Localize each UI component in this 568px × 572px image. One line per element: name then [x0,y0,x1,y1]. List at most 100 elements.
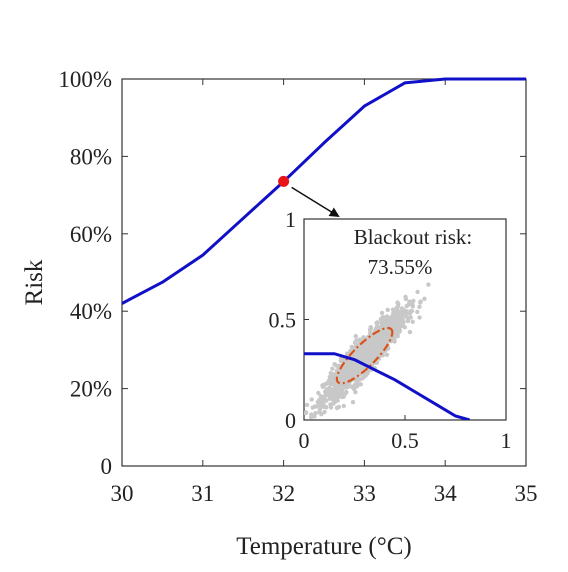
confidence-ellipse [335,326,394,385]
scatter-point [326,393,331,398]
scatter-point [411,298,416,304]
callout-arrow [291,186,340,218]
scatter-point [395,334,400,339]
scatter-point [407,329,413,335]
y-axis-label: Risk [21,259,48,305]
scatter-point [312,414,317,419]
scatter-point [402,325,407,330]
scatter-point [304,411,307,416]
scatter-point [368,325,373,330]
scatter-point [408,309,413,314]
scatter-point [397,316,403,321]
scatter-point [375,332,380,338]
scatter-point [340,385,346,391]
scatter-point [363,371,369,376]
scatter-point [405,318,411,324]
scatter-point [310,405,315,410]
scatter-point [361,335,366,340]
scatter-point [383,332,388,337]
scatter-point [342,375,347,380]
y-tick-label: 20% [70,377,112,402]
scatter-point [362,347,367,353]
scatter-point [355,379,360,384]
scatter-point [309,397,314,402]
scatter-point [361,354,366,359]
scatter-point [395,300,400,305]
scatter-point [321,383,327,388]
scatter-point [328,370,333,376]
scatter-point [379,340,384,346]
scatter-point [367,348,372,354]
y-tick-label: 40% [70,299,112,324]
scatter-point [378,334,383,340]
inset-content [304,282,471,420]
scatter-point [339,377,344,383]
scatter-point [304,402,310,408]
blackout-risk-label: Blackout risk: [354,225,472,249]
scatter-point [400,309,406,315]
scatter-point [309,412,314,417]
inset-x-tick-label: 1 [501,428,512,453]
scatter-point [329,387,334,392]
scatter-point [369,341,375,346]
scatter-point [368,356,374,362]
scatter-point [344,367,349,373]
scatter-point [396,328,401,334]
scatter-point [386,322,391,327]
inset-x-tick-label: 0 [299,428,310,453]
scatter-point [340,369,345,375]
scatter-point [330,366,335,371]
scatter-point [327,374,333,380]
scatter-point [335,383,340,388]
main-axes-box [121,78,527,467]
scatter-point [398,323,404,328]
scatter-point [389,336,395,341]
inset-y-tick-label: 0.5 [269,308,297,333]
scatter-point [357,370,363,375]
scatter-point [364,351,370,356]
scatter-point [356,364,362,370]
scatter-point [358,382,363,387]
scatter-points [304,282,431,420]
scatter-point [422,296,427,301]
scatter-point [351,386,357,392]
scatter-point [385,316,390,321]
x-tick-label: 32 [272,481,295,506]
scatter-point [375,347,380,353]
x-tick-label: 31 [191,481,214,506]
scatter-point [410,319,415,324]
highlight-point [278,175,290,187]
inset-y-tick-label: 1 [285,207,296,232]
scatter-point [352,340,358,345]
scatter-point [324,398,329,403]
x-axis-label: Temperature (°C) [236,533,412,560]
scatter-point [353,350,358,356]
scatter-point [345,351,350,356]
scatter-point [318,393,323,399]
y-tick-label: 100% [58,67,112,92]
scatter-point [417,304,422,309]
scatter-point [324,387,329,392]
scatter-point [319,412,324,417]
inset-y-tick-label: 0 [285,408,296,433]
scatter-point [353,334,358,339]
scatter-point [385,307,390,313]
x-tick-label: 34 [434,481,458,506]
scatter-point [341,403,346,409]
scatter-point [344,389,349,395]
scatter-point [371,335,376,340]
scatter-point [395,304,401,309]
scatter-point [350,400,356,405]
scatter-point [339,394,345,400]
inset-x-tick-label: 0.5 [391,428,419,453]
scatter-point [331,401,336,406]
scatter-point [322,404,327,410]
scatter-point [417,315,422,320]
scatter-point [384,352,390,357]
scatter-point [379,323,384,328]
scatter-point [336,404,342,410]
scatter-point [393,308,399,313]
scatter-point [426,282,431,287]
inset-plot: 0 0.5 1 0 0.5 1 Blackout risk: 73.55% [269,186,512,453]
